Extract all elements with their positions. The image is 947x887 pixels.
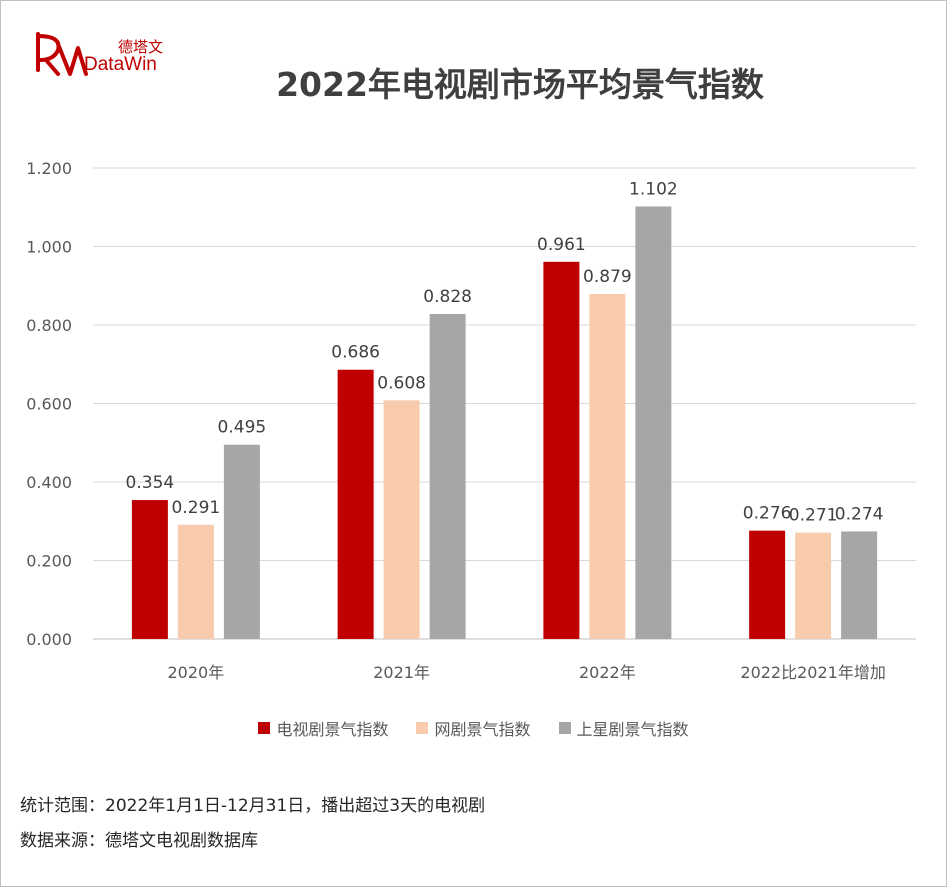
legend-swatch <box>558 722 571 734</box>
chart-legend: 电视剧景气指数 网剧景气指数 上星剧景气指数 <box>0 716 947 740</box>
data-label: 0.274 <box>835 504 884 524</box>
data-source-note: 数据来源：德塔文电视剧数据库 <box>20 831 258 851</box>
bar <box>177 524 214 639</box>
bar <box>635 206 672 639</box>
data-label: 0.354 <box>126 473 175 493</box>
statistics-scope-note: 统计范围：2022年1月1日-12月31日，播出超过3天的电视剧 <box>20 796 486 816</box>
bar <box>337 369 374 639</box>
chart-title: 2022年电视剧市场平均景气指数 <box>276 65 764 104</box>
bar <box>841 531 878 639</box>
legend-item: 上星剧景气指数 <box>558 716 689 740</box>
legend-label: 电视剧景气指数 <box>276 720 389 739</box>
bar <box>749 530 786 639</box>
data-label: 0.828 <box>423 287 472 307</box>
legend-swatch <box>258 722 271 734</box>
y-tick-label: 0.600 <box>26 395 72 414</box>
bar <box>795 532 832 639</box>
data-label: 0.495 <box>218 418 267 438</box>
bar-chart: 0.000 0.200 0.400 0.600 0.800 1.000 1.200 0.354… <box>26 159 916 682</box>
x-tick-label: 2022比2021年增加 <box>740 663 885 682</box>
data-label: 0.961 <box>537 235 586 255</box>
y-tick-label: 0.200 <box>26 552 72 571</box>
x-tick-label: 2020年 <box>168 663 225 682</box>
legend-swatch <box>416 722 429 734</box>
y-tick-label: 0.000 <box>26 630 72 649</box>
y-tick-label: 0.400 <box>26 473 72 492</box>
data-label: 0.608 <box>377 373 426 393</box>
logo-chinese-text: 德塔文 <box>118 38 164 56</box>
x-tick-label: 2022年 <box>579 663 636 682</box>
data-label: 0.879 <box>583 267 632 287</box>
legend-label: 上星剧景气指数 <box>576 720 689 739</box>
data-label: 0.271 <box>789 506 838 526</box>
bar <box>589 293 626 639</box>
x-tick-label: 2021年 <box>373 663 430 682</box>
data-label: 0.291 <box>172 498 221 518</box>
bar <box>383 400 420 639</box>
legend-label: 网剧景气指数 <box>434 720 531 739</box>
legend-item: 电视剧景气指数 <box>258 716 388 740</box>
bar <box>223 444 260 639</box>
data-label: 0.276 <box>743 504 792 524</box>
bar <box>429 314 466 639</box>
bar <box>543 261 580 639</box>
data-label: 1.102 <box>629 179 678 199</box>
bar <box>131 500 168 639</box>
y-tick-label: 1.200 <box>26 159 72 178</box>
logo-english-text: DataWin <box>84 54 157 75</box>
y-tick-label: 1.000 <box>26 238 72 257</box>
datawin-logo-icon <box>36 32 88 76</box>
data-label: 0.686 <box>331 343 380 363</box>
legend-item: 网剧景气指数 <box>416 716 531 740</box>
y-tick-label: 0.800 <box>26 316 72 335</box>
